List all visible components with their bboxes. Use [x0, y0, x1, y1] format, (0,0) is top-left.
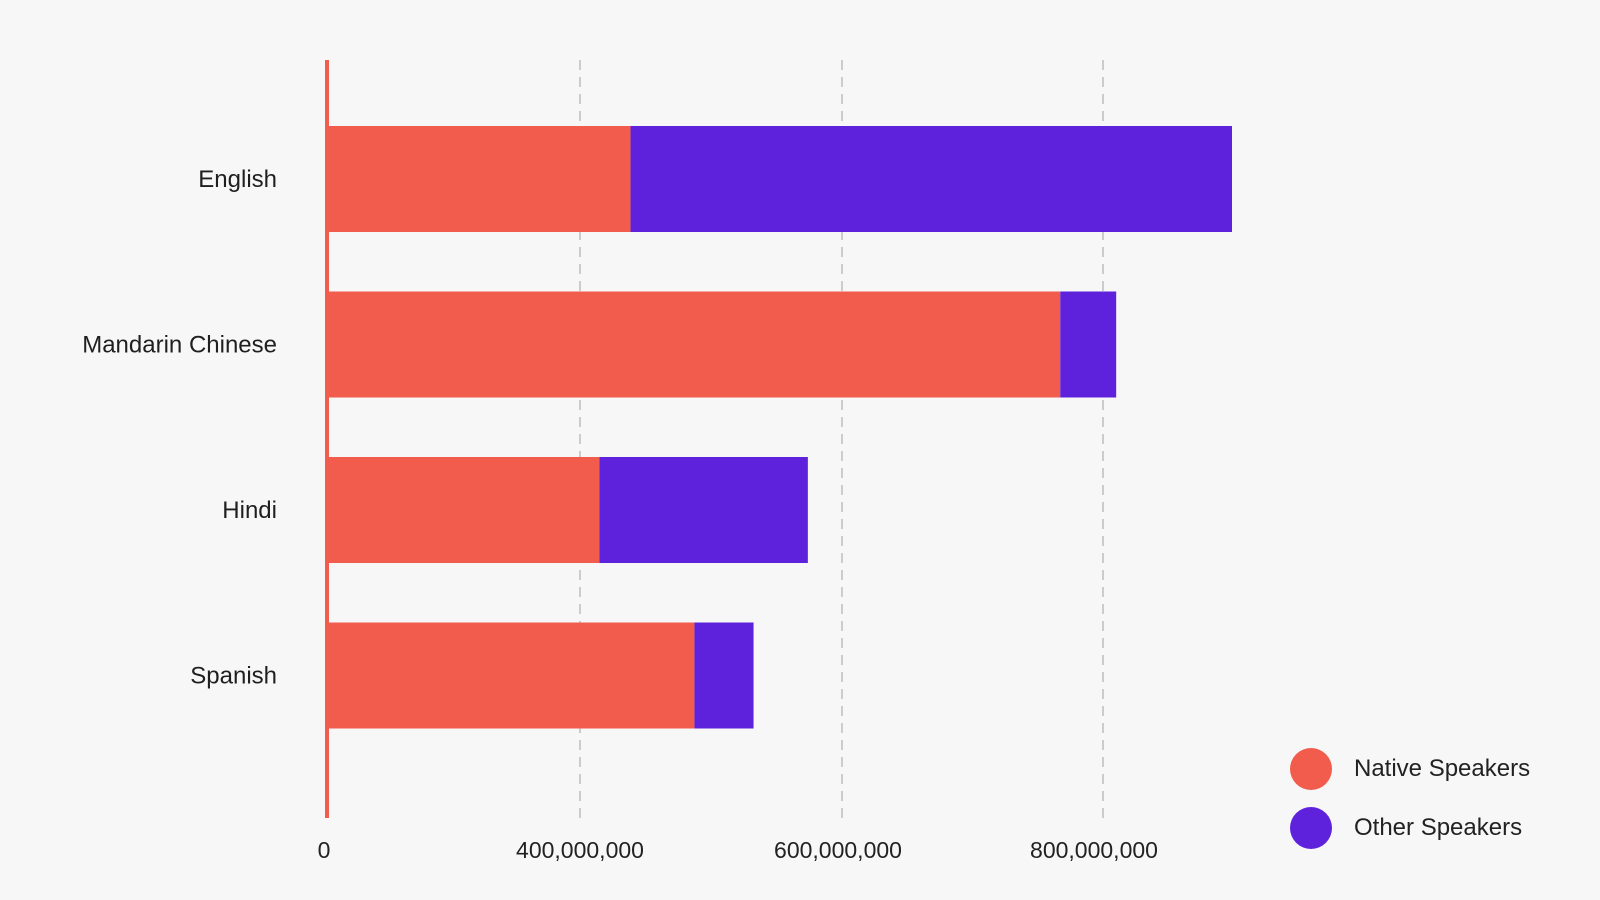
- legend-label-other: Other Speakers: [1354, 814, 1523, 841]
- legend-label-native: Native Speakers: [1354, 755, 1531, 782]
- bar-segment: [327, 457, 600, 563]
- x-tick-label: 800,000,000: [1030, 837, 1158, 863]
- category-label: Mandarin Chinese: [82, 332, 277, 359]
- category-label: Hindi: [222, 497, 277, 524]
- bar-segment: [327, 126, 631, 232]
- legend-item-other: Other Speakers: [1290, 807, 1530, 849]
- x-tick-labels: 0 400,000,000 600,000,000 800,000,000: [318, 837, 1158, 863]
- bar-segment: [599, 457, 808, 563]
- legend-swatch-other: [1290, 807, 1332, 849]
- bar-segment: [327, 291, 1061, 398]
- bar-segment: [694, 622, 754, 729]
- category-label: English: [198, 166, 277, 193]
- bar-segment: [1060, 291, 1117, 398]
- bar-segment: [327, 622, 695, 729]
- bars: [327, 126, 1232, 729]
- bar-segment: [630, 126, 1232, 232]
- x-tick-label: 600,000,000: [774, 837, 902, 863]
- category-labels: English Mandarin Chinese Hindi Spanish: [82, 166, 277, 690]
- legend: Native Speakers Other Speakers: [1290, 748, 1530, 849]
- category-label: Spanish: [190, 663, 277, 690]
- legend-swatch-native: [1290, 748, 1332, 790]
- legend-item-native: Native Speakers: [1290, 748, 1530, 790]
- x-tick-label: 400,000,000: [516, 837, 644, 863]
- x-tick-label: 0: [318, 837, 331, 863]
